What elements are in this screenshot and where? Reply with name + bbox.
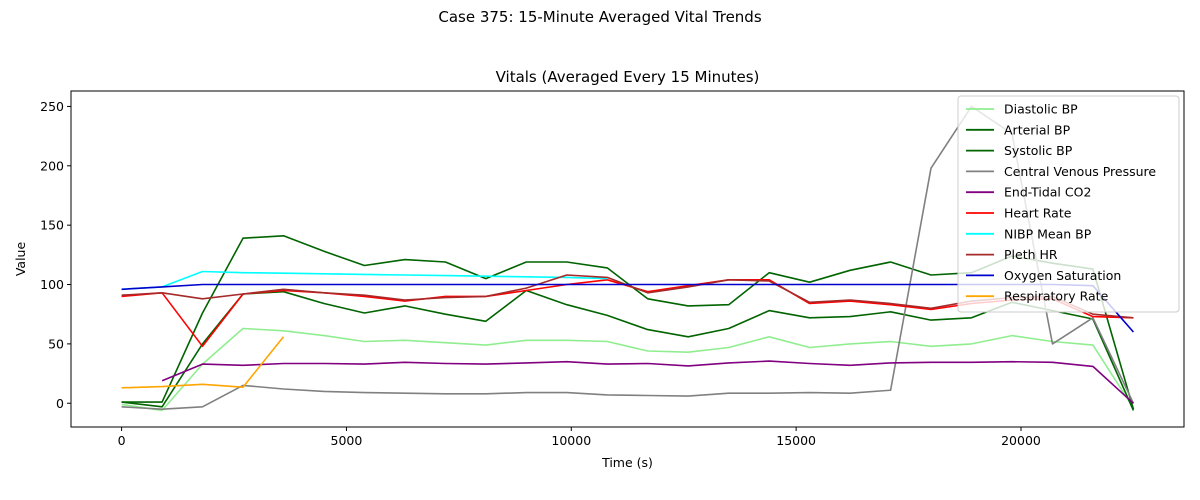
plot-area-frame bbox=[70, 90, 1185, 428]
y-axis-label: Value bbox=[13, 242, 28, 277]
figure-suptitle: Case 375: 15-Minute Averaged Vital Trend… bbox=[438, 8, 761, 26]
series-line-1 bbox=[121, 289, 1135, 411]
legend-label-8: Oxygen Saturation bbox=[1004, 268, 1121, 283]
legend-label-9: Respiratory Rate bbox=[1004, 289, 1109, 304]
series-line-0 bbox=[121, 327, 1135, 412]
legend-box bbox=[957, 95, 1180, 313]
series-line-4 bbox=[161, 360, 1134, 404]
x-tick-label-0: 0 bbox=[118, 433, 126, 448]
y-tick-label-3: 150 bbox=[40, 218, 64, 233]
legend-label-2: Systolic BP bbox=[1004, 143, 1073, 158]
legend: Diastolic BP Arterial BP Systolic BP Centra… bbox=[957, 95, 1180, 313]
legend-label-0: Diastolic BP bbox=[1004, 102, 1078, 117]
y-tick-label-0: 0 bbox=[56, 396, 64, 411]
series-line-9 bbox=[121, 336, 285, 389]
legend-label-5: Heart Rate bbox=[1004, 206, 1072, 221]
x-tick-label-2: 10000 bbox=[551, 433, 591, 448]
y-tick-label-4: 200 bbox=[40, 158, 64, 173]
y-tick-label-2: 100 bbox=[40, 277, 64, 292]
y-tick-label-1: 50 bbox=[48, 336, 64, 351]
chart-title: Vitals (Averaged Every 15 Minutes) bbox=[496, 68, 760, 86]
x-axis-ticks: 0 5000 10000 15000 20000 bbox=[118, 427, 1041, 448]
y-tick-label-5: 250 bbox=[40, 99, 64, 114]
y-axis-ticks: 0 50 100 150 200 250 bbox=[40, 99, 71, 411]
legend-label-3: Central Venous Pressure bbox=[1004, 164, 1156, 179]
x-tick-label-4: 20000 bbox=[1001, 433, 1041, 448]
series-line-6 bbox=[121, 270, 608, 291]
legend-label-4: End-Tidal CO2 bbox=[1004, 185, 1091, 200]
legend-label-7: Pleth HR bbox=[1004, 247, 1058, 262]
x-tick-label-3: 15000 bbox=[776, 433, 816, 448]
legend-label-1: Arterial BP bbox=[1004, 122, 1071, 137]
x-tick-label-1: 5000 bbox=[331, 433, 363, 448]
legend-label-6: NIBP Mean BP bbox=[1004, 226, 1092, 241]
x-axis-label: Time (s) bbox=[601, 455, 653, 470]
